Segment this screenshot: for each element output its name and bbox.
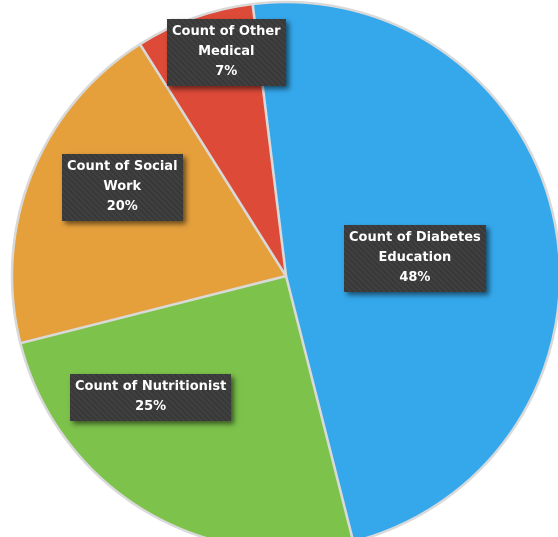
data-label-category-line: Count of Diabetes bbox=[349, 230, 481, 245]
data-label-percent: 48% bbox=[399, 270, 431, 285]
data-label-percent: 7% bbox=[215, 64, 238, 79]
data-label-percent: 20% bbox=[106, 199, 138, 214]
data-label-diabetes-education: Count of Diabetes Education 48% bbox=[344, 225, 486, 292]
data-label-nutritionist: Count of Nutritionist 25% bbox=[70, 374, 232, 421]
data-label-category-line: Medical bbox=[198, 44, 255, 59]
data-label-category-line: Count of Nutritionist bbox=[75, 379, 227, 394]
data-label-category-line: Work bbox=[103, 179, 142, 194]
data-label-percent: 25% bbox=[135, 399, 167, 414]
data-label-category-line: Count of Social bbox=[67, 159, 178, 174]
data-label-category-line: Education bbox=[378, 250, 452, 265]
data-label-social-work: Count of Social Work 20% bbox=[62, 154, 183, 221]
data-label-other-medical: Count of Other Medical 7% bbox=[167, 19, 286, 86]
data-label-category-line: Count of Other bbox=[172, 24, 281, 39]
